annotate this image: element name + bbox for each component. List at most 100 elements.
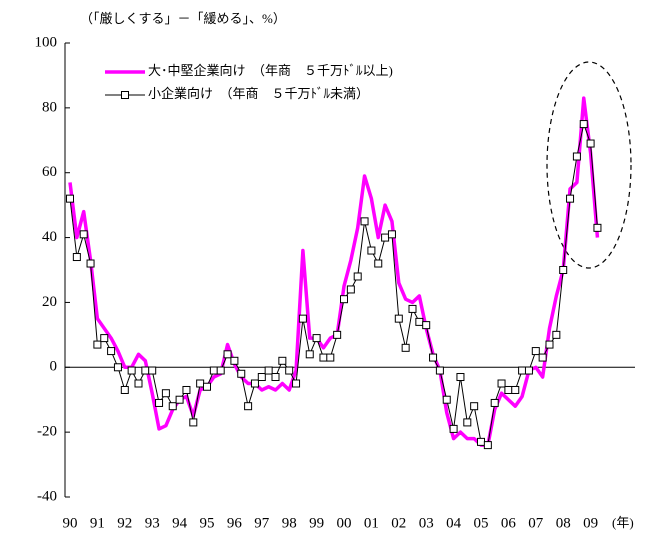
point-marker (250, 379, 259, 388)
point-marker (477, 437, 485, 446)
point-marker (209, 366, 218, 375)
point-marker (66, 194, 74, 203)
x-tick-label: 00 (337, 515, 352, 531)
point-marker (298, 314, 307, 323)
y-tick-label: -20 (37, 424, 57, 440)
point-marker (203, 382, 211, 391)
point-marker (572, 152, 581, 161)
point-marker (552, 330, 561, 339)
x-tick-label: 08 (556, 515, 571, 531)
x-tick-label: 92 (117, 515, 132, 531)
point-marker (278, 356, 287, 365)
x-tick-label: 95 (200, 515, 215, 531)
y-tick-label: 80 (42, 99, 57, 115)
point-marker (120, 385, 129, 394)
point-marker (155, 398, 164, 407)
point-marker (367, 246, 376, 255)
x-tick-label: 98 (282, 515, 297, 531)
x-tick-label: 03 (419, 515, 434, 531)
point-marker (524, 366, 533, 375)
point-marker (593, 223, 602, 232)
point-marker (107, 347, 116, 356)
point-marker (579, 120, 588, 129)
point-marker (531, 347, 540, 356)
point-marker (312, 334, 321, 343)
point-marker (538, 353, 547, 362)
point-marker (223, 350, 232, 359)
point-marker (175, 395, 184, 404)
point-marker (470, 402, 479, 411)
x-tick-label: 93 (145, 515, 160, 531)
point-marker (257, 373, 266, 382)
point-marker (326, 353, 335, 362)
point-marker (374, 259, 383, 268)
point-marker (449, 424, 458, 433)
point-marker (346, 285, 355, 294)
x-tick-label: 01 (364, 515, 379, 531)
point-marker (490, 398, 499, 407)
point-marker (518, 366, 527, 375)
x-tick-label: 02 (391, 515, 406, 531)
point-marker (360, 217, 369, 226)
point-marker (394, 314, 403, 323)
point-marker (230, 356, 239, 365)
point-marker (566, 194, 575, 203)
point-marker (189, 418, 198, 427)
point-marker (182, 385, 191, 394)
point-marker (93, 340, 102, 349)
point-marker (333, 330, 342, 339)
point-marker (237, 369, 246, 378)
point-marker (168, 402, 177, 411)
point-marker (463, 418, 472, 427)
point-marker (134, 379, 143, 388)
point-marker (113, 363, 122, 372)
point-marker (271, 373, 280, 382)
point-marker (429, 353, 438, 362)
point-marker (415, 317, 424, 326)
y-tick-label: 20 (42, 294, 57, 310)
point-marker (216, 366, 225, 375)
point-marker (408, 304, 417, 313)
x-tick-label: 99 (309, 515, 324, 531)
point-marker (127, 366, 136, 375)
point-marker (483, 441, 492, 450)
point-marker (545, 340, 554, 349)
legend-marker (121, 91, 129, 99)
point-marker (305, 350, 314, 359)
point-marker (244, 402, 253, 411)
point-marker (148, 366, 157, 375)
legend-label: 小企業向け （年商 ５千万ﾄﾞﾙ未満） (148, 86, 369, 101)
x-tick-label: 96 (227, 515, 243, 531)
x-tick-label: 91 (90, 515, 105, 531)
point-marker (72, 253, 81, 262)
point-marker (340, 295, 348, 304)
point-marker (292, 379, 301, 388)
x-tick-label: 07 (528, 515, 544, 531)
point-marker (319, 353, 328, 362)
y-tick-label: 100 (35, 34, 58, 50)
point-marker (559, 266, 568, 274)
legend-label: 大･中堅企業向け （年商 ５千万ﾄﾞﾙ以上) (148, 63, 393, 78)
point-marker (422, 321, 431, 330)
point-marker (86, 259, 95, 268)
y-axis-label: （「厳しくする」－「緩める」、%） (80, 11, 286, 26)
y-tick-label: 0 (50, 359, 58, 375)
y-tick-label: -40 (37, 488, 57, 504)
point-marker (161, 389, 170, 398)
point-marker (264, 366, 273, 375)
series-line (69, 123, 598, 446)
x-tick-label: 94 (172, 515, 188, 531)
x-tick-label: 06 (501, 515, 517, 531)
point-marker (141, 366, 150, 375)
point-marker (511, 385, 520, 394)
y-tick-label: 60 (42, 164, 57, 180)
x-tick-label: 09 (583, 515, 598, 531)
highlight-ellipse (546, 61, 632, 269)
point-marker (586, 139, 595, 148)
x-tick-label: 90 (63, 515, 78, 531)
point-marker (435, 366, 444, 375)
point-marker (353, 272, 362, 281)
point-marker (442, 395, 451, 404)
point-marker (79, 230, 88, 239)
